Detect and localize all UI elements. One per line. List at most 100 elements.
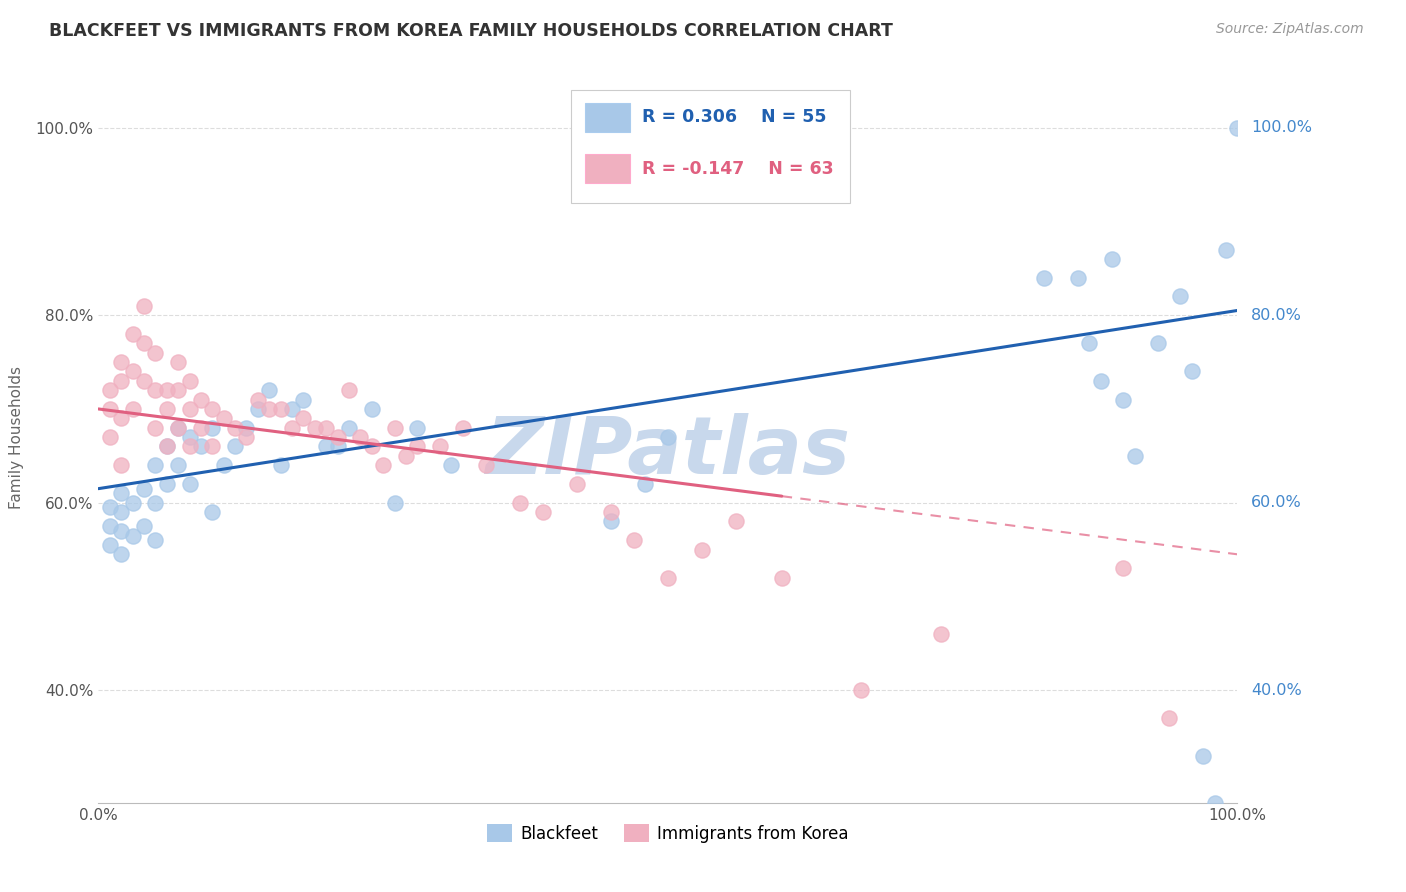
Point xyxy=(440,458,463,473)
Point xyxy=(315,440,337,454)
Y-axis label: Family Households: Family Households xyxy=(10,366,24,508)
Point xyxy=(1101,252,1123,266)
Point xyxy=(725,515,748,529)
Point xyxy=(349,430,371,444)
Point xyxy=(98,519,121,533)
Legend: Blackfeet, Immigrants from Korea: Blackfeet, Immigrants from Korea xyxy=(481,818,855,849)
Point xyxy=(145,496,167,510)
Point xyxy=(167,420,190,434)
Point xyxy=(98,538,121,552)
Point xyxy=(167,383,190,397)
Point xyxy=(770,571,793,585)
Point xyxy=(657,571,679,585)
Point xyxy=(98,383,121,397)
Point xyxy=(145,533,167,548)
Point xyxy=(1204,796,1226,810)
Point xyxy=(110,411,132,425)
Point xyxy=(156,440,179,454)
Point xyxy=(657,430,679,444)
Point xyxy=(201,420,224,434)
Text: 80.0%: 80.0% xyxy=(1251,308,1302,323)
Point xyxy=(474,458,496,473)
Point xyxy=(259,383,281,397)
Point xyxy=(270,401,292,416)
Point xyxy=(259,401,281,416)
Point xyxy=(281,420,304,434)
Point xyxy=(360,440,382,454)
Point xyxy=(634,477,657,491)
Point xyxy=(132,519,155,533)
Point xyxy=(371,458,394,473)
Point xyxy=(1090,374,1112,388)
Point xyxy=(600,515,623,529)
Point xyxy=(167,458,190,473)
Point xyxy=(337,383,360,397)
Point xyxy=(1181,364,1204,378)
FancyBboxPatch shape xyxy=(585,103,630,132)
Point xyxy=(1192,748,1215,763)
Point xyxy=(179,430,201,444)
Point xyxy=(156,477,179,491)
Text: 40.0%: 40.0% xyxy=(1251,682,1302,698)
Point xyxy=(156,401,179,416)
Point xyxy=(929,627,952,641)
Point xyxy=(292,411,315,425)
Point xyxy=(98,430,121,444)
Point xyxy=(121,401,143,416)
Text: R = 0.306    N = 55: R = 0.306 N = 55 xyxy=(641,109,827,127)
Point xyxy=(851,683,873,698)
Point xyxy=(167,355,190,369)
Point xyxy=(132,374,155,388)
Point xyxy=(110,374,132,388)
Point xyxy=(156,440,179,454)
Point xyxy=(360,401,382,416)
Text: BLACKFEET VS IMMIGRANTS FROM KOREA FAMILY HOUSEHOLDS CORRELATION CHART: BLACKFEET VS IMMIGRANTS FROM KOREA FAMIL… xyxy=(49,22,893,40)
Point xyxy=(1078,336,1101,351)
Point xyxy=(98,401,121,416)
Point xyxy=(190,440,212,454)
Text: Source: ZipAtlas.com: Source: ZipAtlas.com xyxy=(1216,22,1364,37)
Point xyxy=(110,524,132,538)
Point xyxy=(337,420,360,434)
Point xyxy=(121,364,143,378)
Point xyxy=(1170,289,1192,303)
Point xyxy=(110,355,132,369)
Point xyxy=(270,458,292,473)
Point xyxy=(179,440,201,454)
Point xyxy=(304,420,326,434)
Point xyxy=(1226,120,1249,135)
Point xyxy=(145,420,167,434)
Point xyxy=(531,505,554,519)
Point xyxy=(565,477,588,491)
Point xyxy=(121,496,143,510)
Point xyxy=(179,477,201,491)
Text: R = -0.147    N = 63: R = -0.147 N = 63 xyxy=(641,160,834,178)
Point xyxy=(224,420,246,434)
Point xyxy=(326,440,349,454)
Point xyxy=(451,420,474,434)
Point xyxy=(145,458,167,473)
Point xyxy=(1215,243,1237,257)
Point xyxy=(190,420,212,434)
Point xyxy=(292,392,315,407)
Point xyxy=(132,336,155,351)
Point xyxy=(1157,711,1180,725)
Point xyxy=(98,500,121,515)
Point xyxy=(235,430,257,444)
Point xyxy=(246,401,269,416)
Point xyxy=(110,547,132,561)
Point xyxy=(406,420,429,434)
Point xyxy=(145,345,167,359)
Point xyxy=(326,430,349,444)
Point xyxy=(179,401,201,416)
Point xyxy=(201,440,224,454)
Point xyxy=(384,420,406,434)
Text: 100.0%: 100.0% xyxy=(1251,120,1312,135)
Point xyxy=(1112,561,1135,575)
Point xyxy=(179,374,201,388)
Point xyxy=(1032,270,1054,285)
Point xyxy=(246,392,269,407)
Point xyxy=(145,383,167,397)
Point xyxy=(224,440,246,454)
Point xyxy=(132,482,155,496)
